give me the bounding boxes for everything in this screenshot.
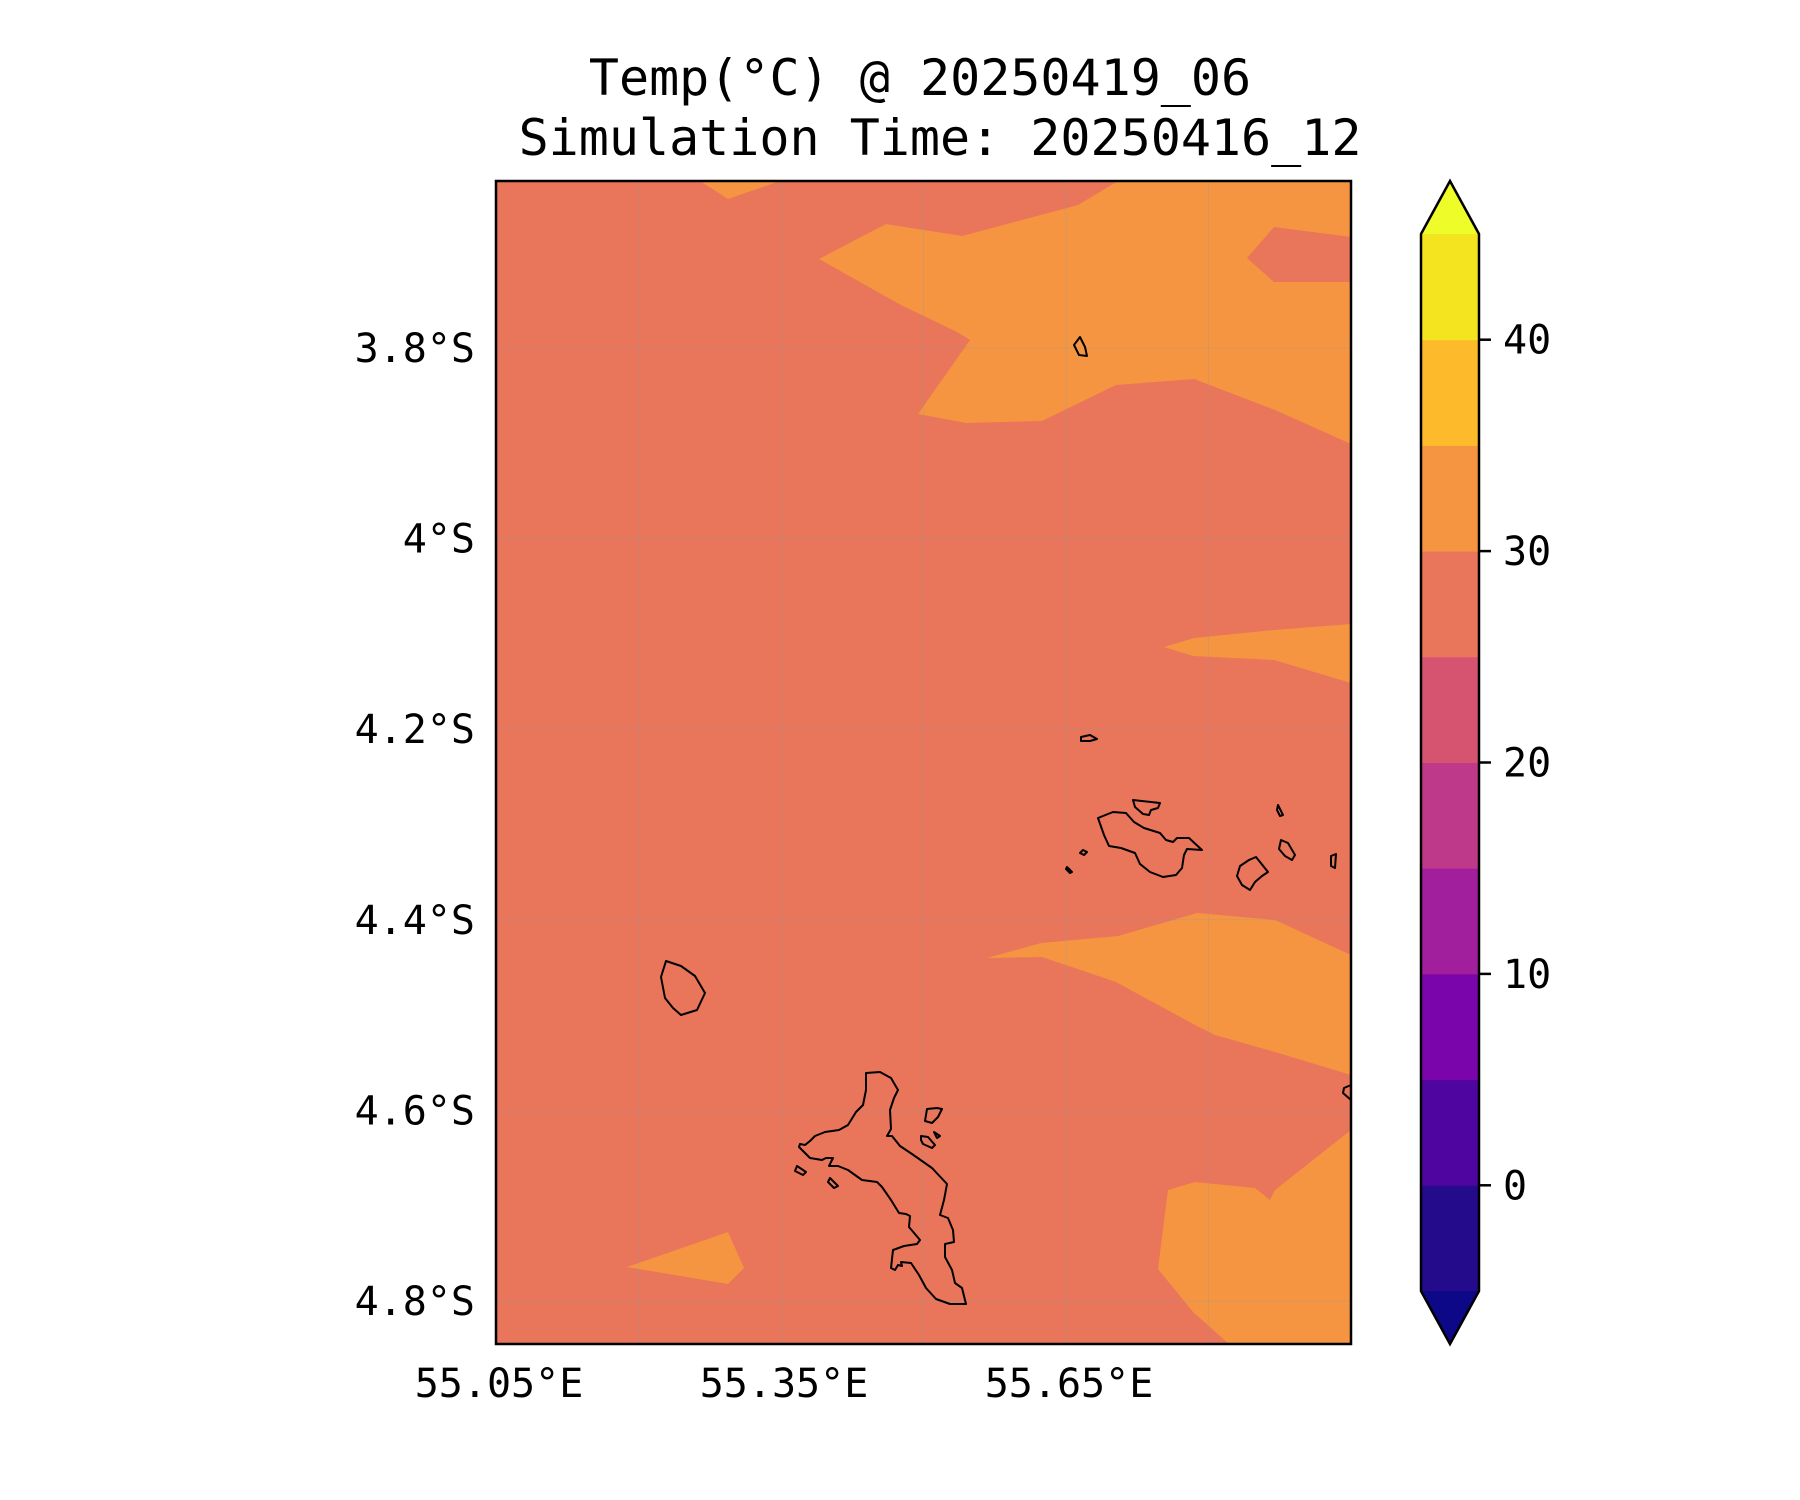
map-subtitle: Simulation Time: 20250416_12 <box>519 109 1362 167</box>
coastline-silhouette-island <box>660 960 706 1016</box>
lon-tick-label: 55.65°E <box>985 1361 1154 1407</box>
coastline-felicite-island <box>1278 839 1296 861</box>
map-title: Temp(°C) @ 20250419_06 <box>589 49 1251 107</box>
coastline-cerf-islet <box>920 1135 936 1149</box>
colorbar-tick-label: 10 <box>1503 952 1551 998</box>
colorbar-segment <box>1421 339 1479 446</box>
lat-tick-label: 3.8°S <box>355 326 475 372</box>
colorbar-segment <box>1421 1185 1479 1292</box>
colorbar-tick-label: 20 <box>1503 741 1551 787</box>
lat-tick-label: 4.8°S <box>355 1279 475 1325</box>
colorbar-segments <box>1421 234 1479 1292</box>
coastline-st-anne-islet <box>924 1107 943 1124</box>
coastline-east-edge-islet <box>1342 1084 1352 1101</box>
coastline-praslin-island <box>1097 811 1203 878</box>
warm-region-southeast <box>987 913 1351 1075</box>
colorbar-segment <box>1421 868 1479 975</box>
coastlines <box>660 336 1352 1305</box>
colorbar-tick-label: 40 <box>1503 318 1551 364</box>
warm-region-top-left <box>700 181 780 199</box>
colorbar-tick-label: 30 <box>1503 529 1551 575</box>
colorbar-segment <box>1421 234 1479 341</box>
lat-tick-label: 4.2°S <box>355 707 475 753</box>
colorbar-under-triangle <box>1421 1291 1479 1344</box>
coastline-small-islet-1 <box>933 1131 941 1139</box>
longitude-tick-labels: 55.05°E 55.35°E 55.65°E <box>415 1361 1154 1407</box>
colorbar-segment <box>1421 445 1479 552</box>
colorbar-segment <box>1421 1079 1479 1186</box>
lat-tick-label: 4°S <box>403 516 475 562</box>
coastline-marianne-island <box>1330 853 1337 869</box>
warm-region-north <box>819 181 1351 444</box>
coastline-mahe-island <box>798 1071 967 1305</box>
colorbar-outline <box>1419 178 1481 1347</box>
colorbar: 0 10 20 30 40 <box>1419 178 1551 1347</box>
map-panel <box>494 179 1353 1346</box>
colorbar-tick-label: 0 <box>1503 1163 1527 1209</box>
warm-region-south-west <box>627 1232 744 1284</box>
coastline-la-digue-island <box>1236 856 1269 891</box>
coastline-north-islet <box>1073 336 1088 357</box>
colorbar-segment <box>1421 973 1479 1081</box>
latitude-tick-labels: 3.8°S 4°S 4.2°S 4.4°S 4.6°S 4.8°S <box>355 326 475 1325</box>
coastline-islet-east-mid <box>1080 734 1098 742</box>
coastline-curieuse-island <box>1132 799 1161 816</box>
lon-tick-label: 55.05°E <box>415 1361 584 1407</box>
lat-tick-label: 4.6°S <box>355 1088 475 1134</box>
map-frame <box>494 179 1353 1346</box>
colorbar-over-triangle <box>1421 181 1479 234</box>
coastline-islet-west-praslin <box>1065 866 1073 874</box>
coastline-aride-island <box>1276 804 1284 817</box>
coastline-cousin-island <box>1079 849 1088 856</box>
lat-tick-label: 4.4°S <box>355 898 475 944</box>
coastline-conception-islet <box>827 1177 839 1189</box>
warm-region-east-mid <box>1164 624 1351 683</box>
colorbar-segment <box>1421 762 1479 869</box>
coastline-therese-islet <box>794 1165 807 1176</box>
colorbar-ticks: 0 10 20 30 40 <box>1479 318 1551 1209</box>
lon-tick-label: 55.35°E <box>700 1361 869 1407</box>
colorbar-segment <box>1421 656 1479 763</box>
warm-region-bottom-right <box>1158 1130 1351 1344</box>
warm-regions <box>627 181 1351 1344</box>
colorbar-segment <box>1421 551 1479 658</box>
